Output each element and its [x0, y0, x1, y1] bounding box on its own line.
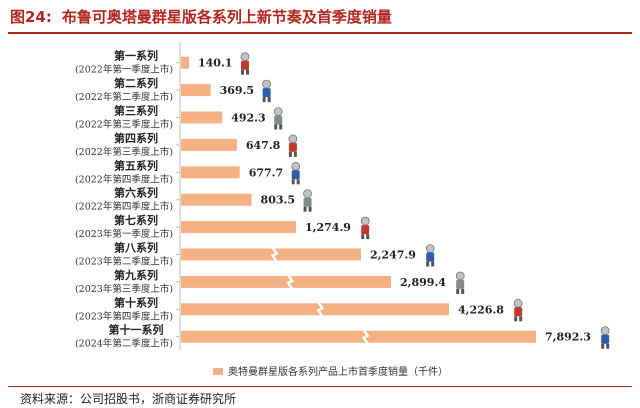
data-label: 369.5: [220, 84, 254, 97]
data-label: 2,899.4: [400, 276, 446, 289]
axis-break-mark: [316, 301, 325, 317]
category-label: 第九系列: [114, 268, 158, 282]
category-period-label: (2023年第三季度上市): [75, 283, 173, 295]
bar: [181, 193, 252, 206]
category-period-label: (2022年第三季度上市): [75, 119, 173, 131]
category-period-label: (2022年第一季度上市): [75, 64, 173, 76]
category-label: 第四系列: [114, 131, 158, 145]
category-period-label: (2022年第四季度上市): [75, 173, 173, 185]
axis-break-mark: [286, 274, 295, 290]
title-rule: [8, 32, 632, 34]
source-note: 资料来源：公司招股书，浙商证券研究所: [20, 392, 237, 406]
bar: [181, 111, 223, 124]
data-label: 4,226.8: [458, 303, 504, 316]
bar: [181, 303, 449, 316]
bar: [181, 330, 536, 343]
category-label: 第六系列: [114, 186, 158, 200]
data-label: 2,247.9: [370, 249, 416, 262]
bar: [181, 84, 211, 97]
ultraman-figure-image: [360, 216, 370, 240]
ultraman-figure-image: [288, 134, 298, 157]
data-label: 647.8: [246, 139, 281, 152]
bar: [181, 56, 189, 69]
bar-chart: 第一系列(2022年第一季度上市) 140.1 第二系列(2022年第二季度上市) 3…: [75, 42, 610, 378]
bar: [181, 221, 296, 234]
ultraman-figure-image: [262, 79, 271, 103]
data-label: 677.7: [249, 166, 283, 179]
category-period-label: (2022年第四季度上市): [75, 201, 173, 213]
ultraman-figure-image: [291, 162, 300, 185]
source-rule: [8, 386, 632, 387]
ultraman-figure-image: [273, 107, 283, 130]
category-label: 第一系列: [114, 49, 158, 63]
data-label: 140.1: [198, 57, 232, 70]
figure-number: 图24:: [10, 8, 52, 26]
category-label: 第八系列: [114, 241, 158, 255]
category-period-label: (2022年第三季度上市): [75, 146, 173, 158]
category-label: 第二系列: [114, 76, 158, 90]
bar: [181, 248, 361, 261]
category-label: 第十系列: [114, 295, 158, 309]
data-label: 492.3: [231, 112, 265, 125]
ultraman-figure-image: [240, 52, 250, 75]
category-period-label: (2023年第一季度上市): [75, 228, 173, 240]
category-period-label: (2022年第二季度上市): [75, 91, 173, 103]
data-label: 7,892.3: [545, 331, 591, 344]
category-period-label: (2023年第四季度上市): [75, 310, 173, 322]
category-period-label: (2024年第二季度上市): [75, 338, 173, 350]
legend-swatch: [213, 368, 223, 375]
figure-title-text: 布鲁可奥塔曼群星版各系列上新节奏及首季度销量: [61, 8, 392, 26]
axis-break-mark: [270, 246, 279, 263]
category-label: 第十一系列: [109, 323, 164, 337]
bar: [181, 138, 237, 151]
ultraman-figure-image: [303, 189, 312, 212]
ultraman-figure-image: [600, 326, 610, 349]
category-label: 第五系列: [114, 158, 158, 172]
category-period-label: (2023年第二季度上市): [75, 256, 173, 268]
axis-break-mark: [361, 329, 370, 345]
figure-title: 图24: 布鲁可奥塔曼群星版各系列上新节奏及首季度销量: [10, 6, 392, 27]
category-label: 第三系列: [114, 104, 158, 118]
bar: [181, 166, 240, 179]
ultraman-figure-image: [513, 298, 523, 322]
bar: [181, 275, 391, 288]
category-label: 第七系列: [114, 213, 158, 227]
ultraman-figure-image: [455, 271, 465, 294]
data-label: 1,274.9: [305, 221, 351, 234]
data-label: 803.5: [261, 194, 295, 207]
ultraman-figure-image: [425, 244, 435, 267]
legend-label: 奥特曼群星版各系列产品上市首季度销量（千件）: [228, 365, 448, 378]
